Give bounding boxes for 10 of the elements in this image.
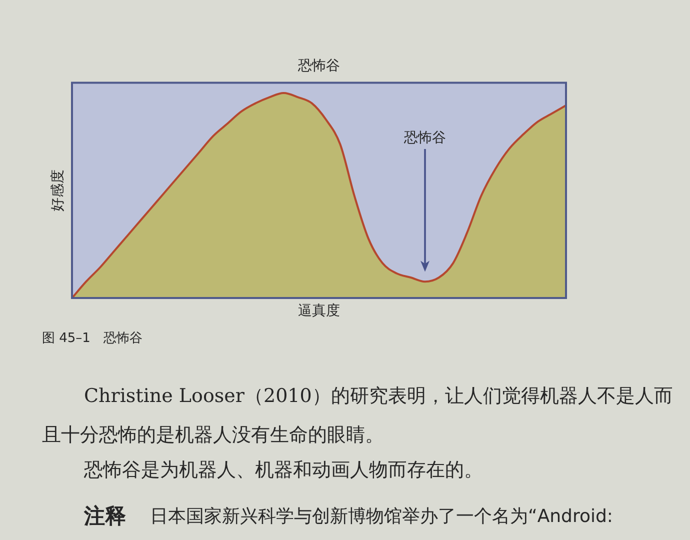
annotation: 恐怖谷: [404, 130, 446, 147]
caption: 图 45–1 恐怖谷: [42, 331, 142, 347]
text: 恐怖谷是为机器人、机器和动画人物而存在的。: [84, 459, 483, 482]
text: 且十分恐怖的是机器人没有生命的眼睛。: [42, 424, 384, 447]
text: 日本国家新兴科学与创新博物馆举办了一个名为“Android:: [150, 506, 613, 528]
y-axis-title: 好感度: [50, 169, 66, 212]
text: 注释: [84, 503, 126, 528]
chart-title: 恐怖谷: [297, 58, 340, 74]
x-axis-title: 逼真度: [298, 303, 340, 320]
text: Christine Looser（2010）的研究表明，让人们觉得机器人不是人而: [84, 385, 673, 408]
